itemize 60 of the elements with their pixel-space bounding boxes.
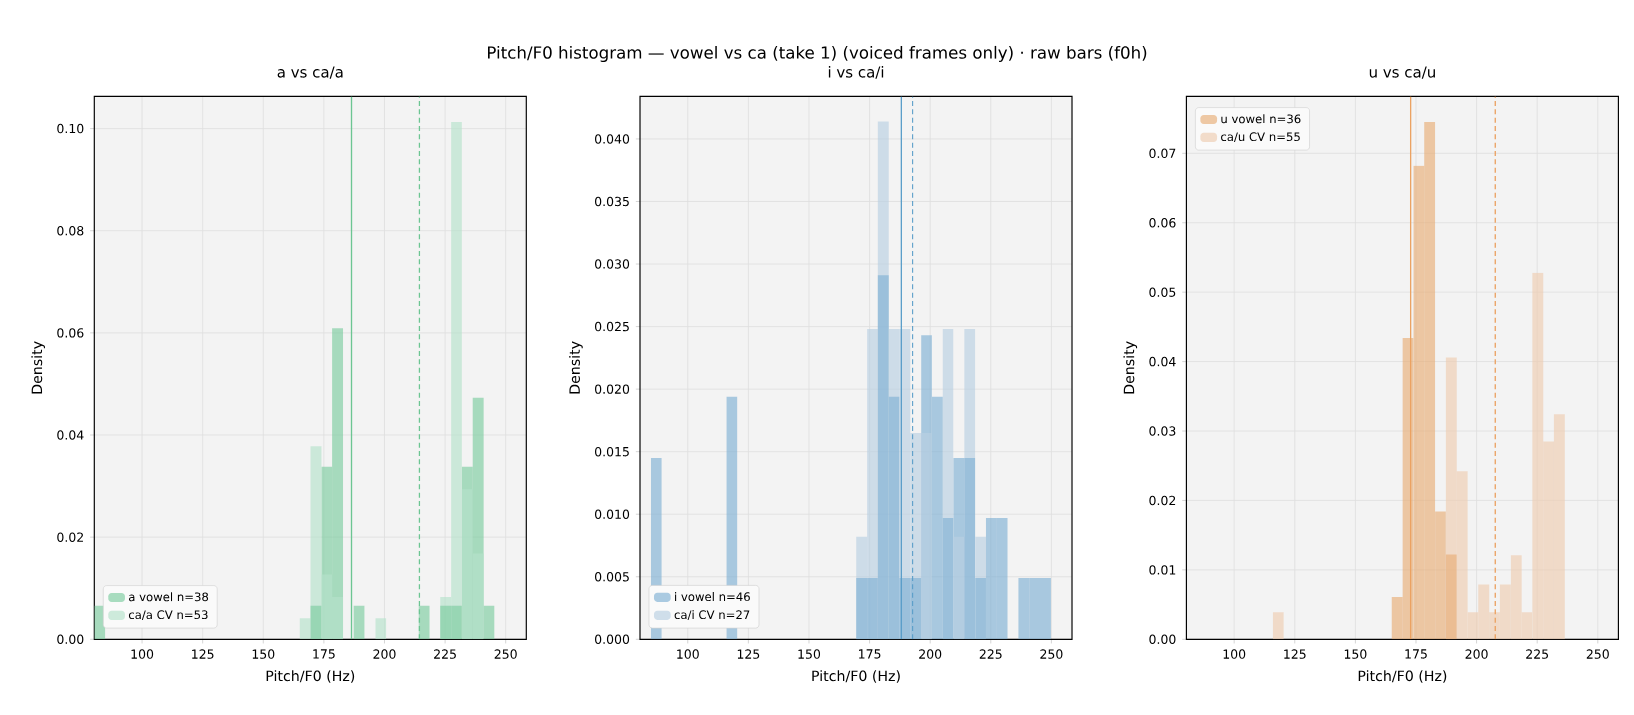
x-tick-label: 225 bbox=[1526, 649, 1549, 659]
x-tick-label: 250 bbox=[1586, 649, 1609, 659]
x-axis-title: Pitch/F0 (Hz) bbox=[812, 670, 900, 683]
y-tick-label: 0.03 bbox=[1149, 426, 1176, 436]
y-tick-label: 0.06 bbox=[1149, 218, 1176, 228]
x-tick-label: 250 bbox=[1040, 649, 1063, 659]
y-tick-label: 0.01 bbox=[1149, 565, 1176, 575]
legend-label: ca/a CV n=53 bbox=[128, 610, 208, 621]
y-tick-label: 0.020 bbox=[595, 384, 630, 394]
y-axis-title: Density bbox=[569, 341, 583, 394]
legend-label: i vowel n=46 bbox=[675, 592, 750, 602]
x-tick-label: 100 bbox=[1223, 649, 1246, 659]
x-tick-label: 125 bbox=[192, 649, 214, 659]
x-tick-label: 150 bbox=[798, 649, 821, 659]
y-tick-label: 0.025 bbox=[595, 321, 629, 332]
y-tick-label: 0.035 bbox=[595, 196, 629, 207]
y-axis-title: Density bbox=[31, 341, 45, 394]
x-tick-label: 150 bbox=[252, 649, 275, 659]
y-tick-label: 0.05 bbox=[1149, 287, 1176, 297]
x-axis-title: Pitch/F0 (Hz) bbox=[1358, 670, 1447, 683]
y-tick-label: 0.06 bbox=[57, 328, 84, 338]
y-tick-label: 0.030 bbox=[595, 259, 630, 269]
y-tick-label: 0.005 bbox=[595, 572, 629, 582]
y-tick-label: 0.07 bbox=[1149, 148, 1176, 159]
x-tick-label: 175 bbox=[1405, 649, 1427, 659]
legend-label: ca/u CV n=55 bbox=[1221, 132, 1300, 143]
x-tick-label: 200 bbox=[373, 649, 396, 659]
chart-title: i vs ca/i bbox=[828, 66, 884, 79]
y-axis-title: Density bbox=[1123, 341, 1138, 394]
x-axis-title: Pitch/F0 (Hz) bbox=[266, 670, 355, 683]
x-tick-label: 225 bbox=[434, 649, 456, 659]
y-tick-label: 0.10 bbox=[57, 123, 84, 134]
y-tick-label: 0.02 bbox=[1149, 495, 1176, 506]
y-tick-label: 0.040 bbox=[595, 134, 630, 144]
chart-title: u vs ca/u bbox=[1369, 66, 1435, 79]
text: Pitch/F0 histogram — vowel vs ca (take 1) (voiced frames only) · raw bars (f0h) bbox=[488, 45, 1147, 63]
y-tick-label: 0.015 bbox=[595, 446, 629, 457]
y-tick-label: 0.08 bbox=[57, 225, 84, 236]
y-tick-label: 0.04 bbox=[57, 430, 84, 440]
x-tick-label: 175 bbox=[859, 649, 881, 659]
x-tick-label: 125 bbox=[1284, 649, 1306, 659]
x-tick-label: 200 bbox=[919, 649, 942, 659]
x-tick-label: 175 bbox=[313, 649, 335, 659]
y-tick-label: 0.010 bbox=[595, 509, 630, 519]
legend-label: u vowel n=36 bbox=[1221, 114, 1301, 124]
y-tick-label: 0.00 bbox=[1149, 634, 1176, 645]
y-tick-label: 0.000 bbox=[595, 634, 630, 645]
y-tick-label: 0.04 bbox=[1149, 356, 1176, 367]
x-tick-label: 200 bbox=[1465, 649, 1488, 659]
x-tick-label: 125 bbox=[737, 649, 760, 659]
x-tick-label: 150 bbox=[1344, 649, 1367, 659]
x-tick-label: 225 bbox=[979, 649, 1002, 659]
legend-label: ca/i CV n=27 bbox=[674, 610, 750, 621]
legend-label: a vowel n=38 bbox=[128, 592, 209, 602]
x-tick-label: 250 bbox=[494, 649, 517, 659]
x-tick-label: 100 bbox=[677, 649, 699, 659]
chart-title: a vs ca/a bbox=[277, 66, 343, 79]
y-tick-label: 0.02 bbox=[57, 532, 83, 542]
x-tick-label: 100 bbox=[131, 649, 154, 659]
y-tick-label: 0.00 bbox=[57, 634, 84, 645]
